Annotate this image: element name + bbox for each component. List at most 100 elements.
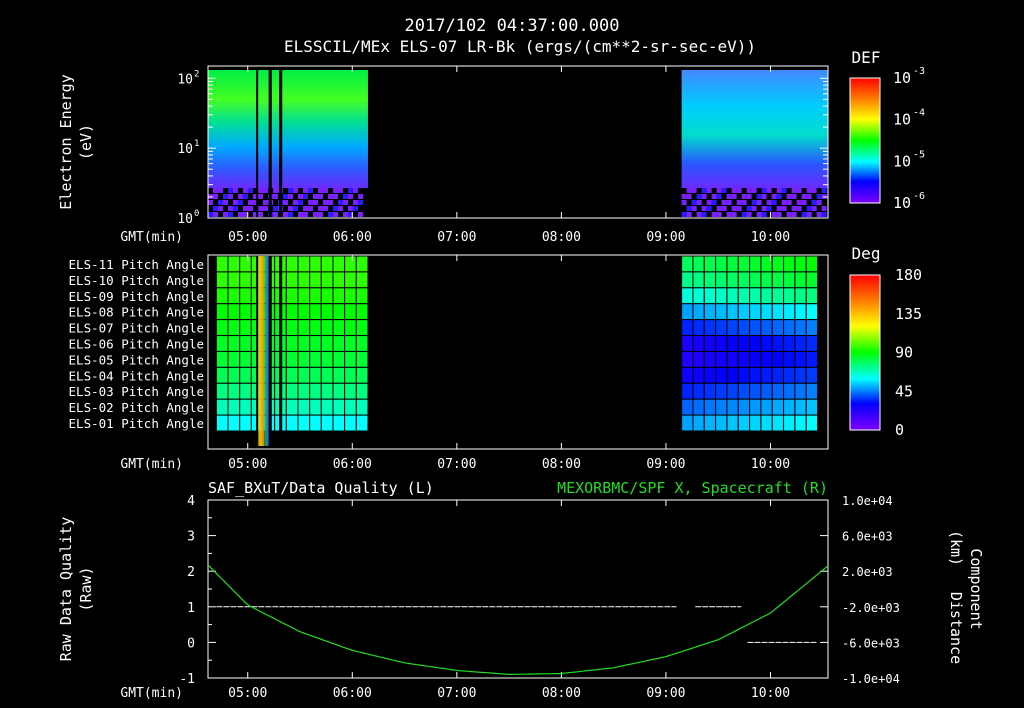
pitch-cell <box>715 414 728 432</box>
low-energy-cell <box>273 206 278 211</box>
pitch-cell <box>355 303 369 321</box>
low-energy-cell <box>213 188 218 193</box>
def-colorbar-tick: 10 <box>893 111 911 129</box>
pitch-cell <box>320 303 334 321</box>
low-energy-cell <box>358 194 363 199</box>
pitch-cell <box>794 350 807 368</box>
low-energy-cell <box>786 200 792 205</box>
data-quality-series <box>216 606 818 643</box>
x-tick-label: 06:00 <box>333 686 372 701</box>
pitch-cell <box>726 335 739 352</box>
instrument-title: ELSSCIL/MEx ELS-07 LR-Bk (ergs/(cm**2-sr… <box>284 37 756 56</box>
pitch-cell <box>703 319 717 337</box>
low-energy-cell <box>258 194 263 199</box>
low-energy-cell <box>716 206 722 211</box>
pitch-cell <box>771 271 785 289</box>
def-colorbar-exponent: -3 <box>913 66 925 77</box>
low-energy-cell <box>348 212 353 217</box>
low-energy-cell <box>253 200 258 205</box>
pitch-cell <box>332 319 346 337</box>
x-tick-label: 09:00 <box>646 230 685 245</box>
pitch-cell <box>749 335 762 352</box>
low-energy-cell <box>791 206 797 211</box>
line-x-ticks: 05:00 06:00 07:00 08:00 09:00 10:00 <box>228 500 790 701</box>
pitch-cell <box>681 271 694 289</box>
pitch-cell <box>297 271 311 289</box>
deg-colorbar-tick: 180 <box>895 266 922 284</box>
pitch-cell <box>760 271 773 289</box>
distance-y-label-2: Distance <box>947 592 965 664</box>
low-energy-cell <box>776 194 782 199</box>
pitch-cell <box>332 414 346 432</box>
low-energy-cell <box>811 188 817 193</box>
quality-title: SAF_BXuT/Data Quality (L) <box>208 479 434 497</box>
deg-colorbar-ticks: 180 135 90 45 0 <box>895 266 922 439</box>
x-tick-label: 09:00 <box>646 686 685 701</box>
pitch-cell <box>692 287 705 305</box>
pitch-cell <box>285 303 299 321</box>
pitch-cell <box>309 366 322 384</box>
left-tick-label: -1 <box>179 672 195 687</box>
low-energy-cell <box>303 212 308 217</box>
low-energy-cell <box>313 200 318 205</box>
pitch-cell <box>239 350 252 368</box>
pitch-row-label: ELS-06 Pitch Angle <box>69 337 204 352</box>
x-tick-label: 05:00 <box>228 230 267 245</box>
x-tick-label: 05:00 <box>228 686 267 701</box>
pitch-cell <box>749 382 762 400</box>
spf-x-title: MEXORBMC/SPF X, Spacecraft (R) <box>557 479 828 497</box>
pitch-cell <box>715 350 728 368</box>
low-energy-cell <box>756 194 762 199</box>
pitch-cell <box>332 366 346 384</box>
pitch-cell <box>681 335 694 352</box>
low-energy-cell <box>721 206 727 211</box>
pitch-cell <box>344 350 357 368</box>
low-energy-cell <box>751 188 757 193</box>
low-energy-cell <box>801 200 807 205</box>
low-energy-cell <box>293 188 298 193</box>
low-energy-cell <box>731 206 737 211</box>
quality-y-label: Raw Data Quality <box>57 517 75 662</box>
pitch-cell <box>297 255 311 273</box>
pitch-cell <box>215 319 229 337</box>
deg-colorbar-tick: 45 <box>895 382 913 400</box>
def-colorbar-tick: 10 <box>893 69 911 87</box>
pitch-cell <box>215 287 229 305</box>
energy-x-ticks: 05:00 06:00 07:00 08:00 09:00 10:00 <box>228 66 790 245</box>
low-energy-cell <box>318 194 323 199</box>
low-energy-cell <box>348 206 353 211</box>
pitch-cell <box>309 414 322 432</box>
pitch-cell <box>783 335 796 352</box>
low-energy-cell <box>811 200 817 205</box>
x-tick-label: 10:00 <box>751 230 790 245</box>
low-energy-cell <box>806 194 812 199</box>
pitch-cell <box>737 287 751 305</box>
pitch-cell <box>783 287 796 305</box>
pitch-cell <box>749 255 762 273</box>
pitch-cell <box>794 255 807 273</box>
left-tick-label: 3 <box>187 530 195 545</box>
pitch-cell <box>760 335 773 352</box>
pitch-cell <box>805 271 819 289</box>
pitch-cell <box>355 382 369 400</box>
low-energy-cell <box>288 188 293 193</box>
low-energy-cell <box>821 206 827 211</box>
pitch-cell <box>771 366 785 384</box>
pitch-cell <box>715 271 728 289</box>
pitch-cell <box>297 382 311 400</box>
pitch-cell <box>760 414 773 432</box>
pitch-cell <box>749 319 762 337</box>
low-energy-cell <box>328 194 333 199</box>
pitch-cell <box>285 335 299 352</box>
pitch-cell <box>726 319 739 337</box>
pitch-row-label: ELS-11 Pitch Angle <box>69 257 204 272</box>
pitch-cell <box>726 350 739 368</box>
pitch-cell <box>332 287 346 305</box>
pitch-cell <box>332 271 346 289</box>
low-energy-cell <box>801 212 807 217</box>
pitch-streak <box>266 256 271 446</box>
low-energy-cell <box>263 188 268 193</box>
def-colorbar-exponent: -6 <box>913 191 925 202</box>
pitch-cell <box>320 271 334 289</box>
low-energy-cell <box>208 200 213 205</box>
